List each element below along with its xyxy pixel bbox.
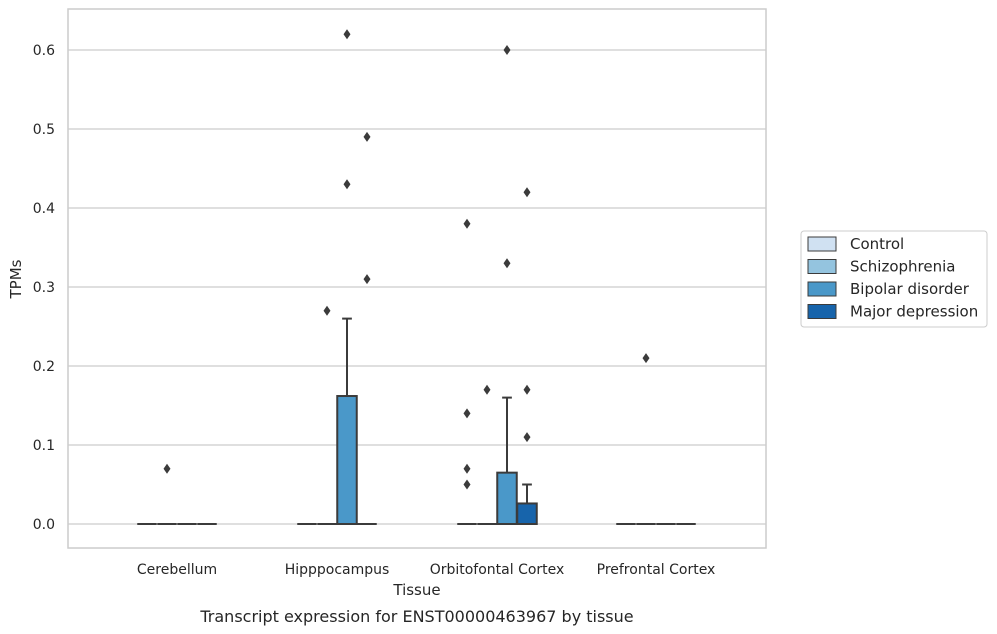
x-tick-label: Orbitofontal Cortex	[430, 562, 565, 578]
box-plots	[137, 317, 696, 525]
y-tick-label: 0.0	[33, 517, 55, 533]
y-tick-label: 0.6	[33, 43, 55, 59]
outlier-points	[163, 29, 650, 490]
outlier-point	[463, 408, 471, 419]
x-axis-title: Tissue	[392, 581, 440, 599]
legend: Control Schizophrenia Bipolar disorder Majo…	[800, 230, 988, 328]
outlier-point	[523, 187, 531, 198]
outlier-point	[503, 45, 511, 55]
y-tick-label: 0.1	[33, 438, 55, 454]
legend-item: Schizophrenia	[807, 258, 955, 276]
box-body	[516, 502, 538, 525]
plot-frame	[67, 8, 767, 549]
x-tick-label: Hipppocampus	[285, 562, 390, 578]
x-tick-label: Prefrontal Cortex	[597, 562, 716, 578]
outlier-point	[483, 384, 491, 395]
legend-swatch	[807, 259, 837, 274]
legend-label: Schizophrenia	[850, 258, 955, 276]
legend-swatch	[807, 236, 837, 252]
outlier-point	[343, 179, 351, 190]
x-tick-label: Cerebellum	[137, 562, 217, 578]
outlier-point	[363, 274, 371, 285]
outlier-point	[503, 258, 511, 269]
legend-swatch	[807, 304, 837, 319]
outlier-point	[463, 463, 471, 474]
box-body	[496, 471, 518, 525]
legend-label: Control	[850, 235, 904, 253]
legend-item: Bipolar disorder	[807, 280, 970, 298]
y-tick-label: 0.2	[33, 359, 55, 375]
box-major-depression	[516, 483, 538, 525]
outlier-point	[463, 218, 471, 229]
x-axis: Cerebellum Hipppocampus Orbitofontal Corte…	[137, 562, 715, 578]
y-axis-title: TPMs	[7, 259, 25, 299]
outlier-point	[463, 479, 471, 490]
box-bipolar-disorder	[496, 396, 518, 525]
y-axis: 0.0 0.1 0.2 0.3 0.4 0.5 0.6	[33, 43, 55, 533]
legend-swatch	[807, 281, 837, 297]
outlier-point	[363, 131, 371, 142]
outlier-point	[323, 305, 331, 316]
box-body	[336, 395, 358, 525]
legend-item: Major depression	[807, 303, 978, 321]
legend-label: Bipolar disorder	[850, 280, 970, 298]
legend-item: Control	[807, 235, 904, 253]
outlier-point	[523, 384, 531, 395]
legend-frame	[800, 230, 988, 328]
y-tick-label: 0.5	[33, 122, 55, 138]
chart-caption: Transcript expression for ENST0000046396…	[199, 607, 633, 626]
outlier-point	[163, 463, 171, 474]
outlier-point	[642, 353, 650, 364]
outlier-point	[523, 432, 531, 443]
y-tick-label: 0.4	[33, 201, 55, 217]
grid-lines	[68, 49, 766, 525]
box-bipolar-disorder	[336, 317, 358, 525]
legend-label: Major depression	[850, 303, 978, 321]
y-tick-label: 0.3	[33, 280, 55, 296]
outlier-point	[343, 29, 351, 40]
